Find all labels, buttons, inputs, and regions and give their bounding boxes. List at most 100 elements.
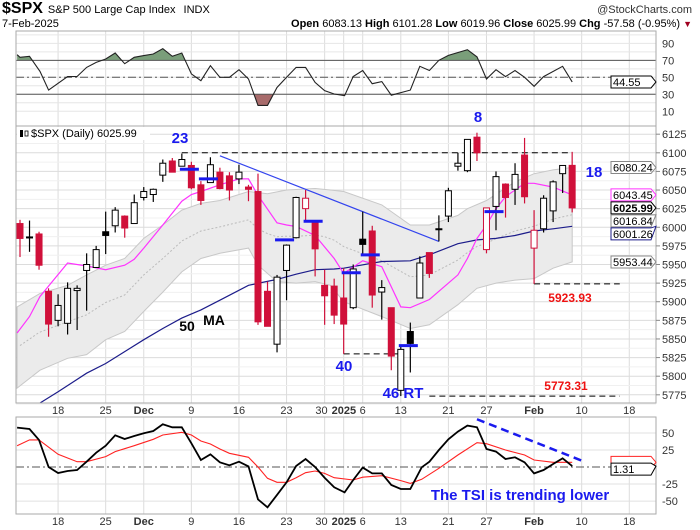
price-tick-label: 5875 xyxy=(662,315,686,327)
candle-body xyxy=(35,233,43,266)
candle-body xyxy=(502,183,510,198)
price-legend: $SPX (Daily) 6025.99 xyxy=(31,128,137,140)
x-tick-label: 18 xyxy=(623,405,635,417)
candle xyxy=(378,280,386,320)
candle xyxy=(463,138,471,173)
candle xyxy=(482,207,490,254)
rsi-overbought-fill xyxy=(17,48,573,61)
price-value-label-text: 6043.45 xyxy=(613,190,653,202)
price-value-label: 6025.99 xyxy=(610,201,657,215)
low-label: Low xyxy=(435,18,458,30)
candle xyxy=(121,215,129,238)
candle-body xyxy=(444,190,452,217)
rsi-tick-label: 50 xyxy=(662,72,674,84)
price-tick-label: 5825 xyxy=(662,353,686,365)
tsi-value-label: 1.31 xyxy=(610,462,657,476)
rsi-tick-label: 10 xyxy=(662,106,674,118)
candle xyxy=(140,187,148,201)
x-tick-label: 10 xyxy=(576,405,588,417)
candle-body xyxy=(473,136,481,154)
candle-body xyxy=(187,164,195,189)
candle-body xyxy=(463,138,471,172)
price-tick-label: 6100 xyxy=(662,148,686,160)
candle-body xyxy=(416,262,424,299)
annotation-40: 40 xyxy=(336,358,353,375)
annotation-18: 18 xyxy=(586,164,603,181)
candle-body xyxy=(273,276,281,345)
candle-body xyxy=(26,236,34,239)
x-tick-label: 6 xyxy=(360,405,366,417)
candle xyxy=(159,159,167,182)
candle-body xyxy=(197,184,205,201)
candle-body xyxy=(330,285,338,316)
rsi-tick-label: 70 xyxy=(662,55,674,67)
candle xyxy=(54,294,62,327)
rsi-line xyxy=(16,48,573,106)
candle xyxy=(45,288,53,337)
price-tick-label: 6050 xyxy=(662,185,686,197)
price-value-label-text: 5953.44 xyxy=(613,257,653,269)
x-tick-label: 2025 xyxy=(332,516,356,528)
candle-body xyxy=(397,348,405,391)
candle xyxy=(549,180,557,223)
rsi-panel xyxy=(16,31,656,126)
candle xyxy=(16,219,24,258)
x-tick-label: 6 xyxy=(360,516,366,528)
candle xyxy=(397,346,405,397)
candle xyxy=(502,183,510,218)
price-value-label: 6043.45 xyxy=(610,188,657,202)
candle xyxy=(149,188,157,202)
high-value: 6101.28 xyxy=(392,18,433,30)
x-tick-label: 16 xyxy=(233,405,245,417)
candle-body xyxy=(83,264,91,271)
title-row: $SPX S&P 500 Large Cap Index INDX xyxy=(2,1,210,17)
candle-body xyxy=(73,287,81,292)
price-value-label-text: 6016.84 xyxy=(613,216,653,228)
candle-body xyxy=(244,186,252,190)
price-tick-label: 5975 xyxy=(662,241,686,253)
candle-body xyxy=(311,220,319,250)
close-value: 6025.99 xyxy=(536,18,577,30)
candle-body xyxy=(206,164,214,184)
x-tick-label: Feb xyxy=(524,405,544,417)
tsi-tick-label: -25 xyxy=(662,479,678,491)
candle xyxy=(273,274,281,353)
high-label: High xyxy=(365,18,390,30)
chg-value: -57.58 (-0.95%) xyxy=(603,18,681,30)
x-tick-label: 23 xyxy=(280,516,292,528)
brand-link[interactable]: @StockCharts.com xyxy=(597,4,692,16)
tsi-panel-frame xyxy=(15,416,657,515)
x-tick-label: 18 xyxy=(52,405,64,417)
candle-body xyxy=(168,160,176,173)
candle-body xyxy=(559,164,567,175)
x-tick-label: 18 xyxy=(52,516,64,528)
candle xyxy=(168,158,176,173)
candle xyxy=(425,252,433,278)
candle-body xyxy=(406,331,414,344)
candle-body xyxy=(54,304,62,321)
price-tick-label: 5775 xyxy=(662,390,686,402)
x-tick-label: 21 xyxy=(442,405,454,417)
tsi-value-label-text: 1.31 xyxy=(613,464,634,476)
candle xyxy=(340,268,348,354)
candle-body xyxy=(435,228,443,231)
x-tick-label: 9 xyxy=(188,516,194,528)
candle-body xyxy=(530,229,538,249)
price-value-label: 6016.84 xyxy=(610,214,657,228)
candle xyxy=(130,194,138,225)
annotation-low-5923: 5923.93 xyxy=(548,291,592,305)
candle-body xyxy=(425,252,433,274)
price-value-label-text: 6001.26 xyxy=(613,229,653,241)
x-tick-label: 23 xyxy=(280,405,292,417)
candle-body xyxy=(368,230,376,296)
x-tick-label: Dec xyxy=(134,516,154,528)
x-tick-label: 25 xyxy=(100,405,112,417)
candle-body xyxy=(254,191,262,323)
rsi-value-label: 44.55 xyxy=(610,75,657,89)
price-tick-label: 5850 xyxy=(662,334,686,346)
candle-body xyxy=(235,171,243,180)
candle xyxy=(368,225,376,308)
candle-body xyxy=(111,209,119,227)
x-tick-label: 25 xyxy=(100,516,112,528)
